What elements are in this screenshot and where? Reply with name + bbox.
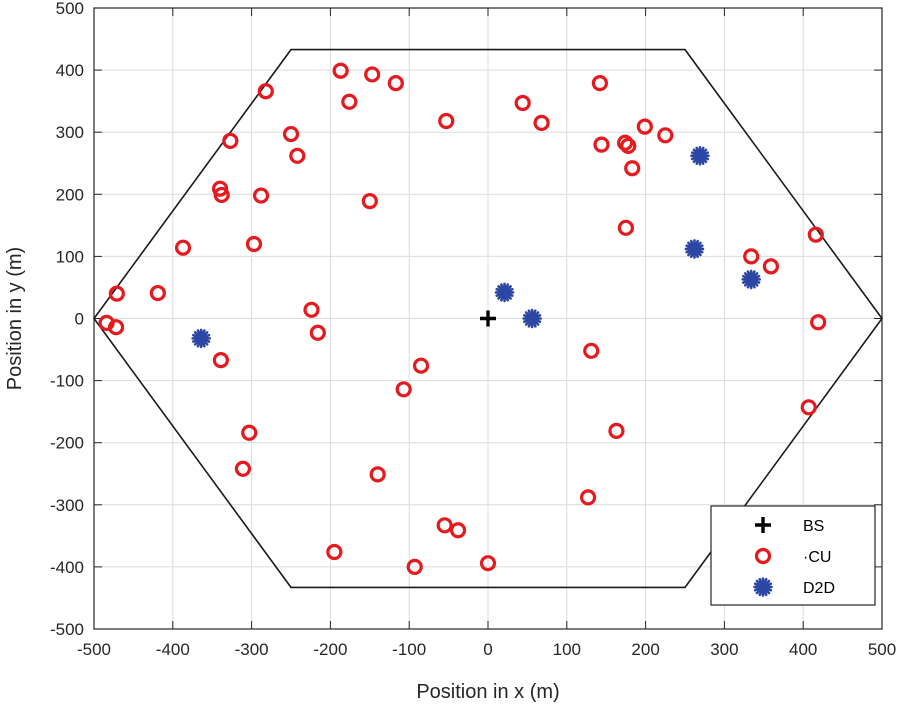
cu-point [436, 517, 453, 534]
y-tick-label: -100 [50, 372, 84, 391]
x-tick-label: -100 [392, 640, 426, 659]
y-tick-label: 100 [56, 247, 84, 266]
cu-point [762, 258, 779, 275]
cu-point [245, 235, 263, 253]
cu-point [608, 422, 625, 440]
cu-point [107, 319, 125, 336]
cu-point [326, 543, 343, 561]
cu-point [289, 147, 306, 164]
cu-point [479, 555, 497, 572]
y-tick-label: 0 [75, 310, 84, 329]
cu-point [369, 466, 386, 483]
cu-point [591, 75, 608, 92]
cu-point [212, 352, 229, 369]
cu-point [361, 193, 378, 210]
x-tick-label: 0 [483, 640, 492, 659]
cu-point [406, 558, 423, 576]
cu-point [810, 314, 827, 331]
x-tick-label: 500 [868, 640, 896, 659]
legend-bs-marker [755, 517, 771, 533]
cu-point [657, 127, 674, 144]
x-tick-label: -200 [313, 640, 347, 659]
cu-point [449, 522, 467, 539]
d2d-point [741, 269, 761, 290]
cu-point [583, 342, 600, 359]
cu-point [364, 66, 381, 83]
d2d-point [522, 308, 542, 329]
d2d-point [494, 282, 515, 303]
cu-point [241, 424, 258, 441]
legend-cu-marker [754, 547, 772, 565]
cu-point [617, 219, 635, 236]
cu-point [593, 136, 610, 153]
cu-point [807, 226, 824, 243]
x-tick-label: 400 [789, 640, 817, 659]
y-tick-label: 400 [56, 61, 84, 80]
cu-point [438, 112, 455, 130]
y-tick-label: 300 [56, 123, 84, 142]
cu-point [800, 399, 817, 416]
y-tick-label: -200 [50, 434, 84, 453]
legend-markers [753, 517, 773, 597]
cu-point [213, 186, 230, 204]
d2d-point [191, 328, 211, 349]
cu-point [636, 118, 653, 135]
cu-point [412, 357, 430, 374]
cu-point [252, 187, 270, 204]
y-axis-label: Position in y (m) [4, 247, 26, 390]
cu-point [222, 132, 239, 149]
d2d-point [684, 239, 705, 259]
y-tick-label: -400 [50, 558, 84, 577]
cu-point [617, 134, 634, 151]
cu-point [234, 460, 252, 477]
x-tick-label: -300 [235, 640, 269, 659]
cu-point [579, 489, 597, 506]
data-points [98, 62, 827, 576]
cu-point [624, 160, 641, 177]
x-tick-label: 300 [710, 640, 738, 659]
legend: BS ·CU D2D [710, 505, 876, 606]
cu-point [108, 285, 125, 302]
bs-point [480, 310, 496, 327]
x-tick-label: 200 [631, 640, 659, 659]
cu-point [282, 125, 300, 143]
cu-point [514, 94, 531, 112]
cu-point [743, 248, 760, 265]
x-tick-label: 100 [553, 640, 581, 659]
legend-entry-bs: BS [803, 518, 824, 535]
cu-point [332, 62, 349, 79]
x-tick-label: -500 [77, 640, 111, 659]
cu-point [387, 75, 404, 92]
legend-box [710, 505, 876, 606]
x-tick-labels: -500 -400 -300 -200 -100 0 100 200 300 400 500 [77, 640, 896, 659]
x-tick-label: -400 [156, 640, 190, 659]
x-axis-label: Position in x (m) [416, 681, 559, 703]
y-tick-label: 200 [56, 185, 84, 204]
cu-point [149, 284, 166, 302]
cu-point [620, 137, 637, 154]
cu-point [303, 301, 320, 318]
cu-point [309, 324, 326, 341]
d2d-point [690, 145, 710, 166]
legend-d2d-marker [753, 577, 773, 597]
y-tick-labels: -500 -400 -300 -200 -100 0 100 200 300 400 500 [50, 0, 84, 639]
legend-entry-cu: ·CU [803, 549, 831, 566]
cu-point [341, 93, 358, 110]
legend-entry-d2d: D2D [803, 580, 835, 597]
cu-point [174, 239, 192, 256]
y-tick-label: -500 [50, 620, 84, 639]
y-tick-label: -300 [50, 496, 84, 515]
y-tick-label: 500 [56, 0, 84, 18]
cu-point [395, 381, 412, 398]
cu-point [533, 114, 550, 131]
cu-point [257, 83, 274, 100]
